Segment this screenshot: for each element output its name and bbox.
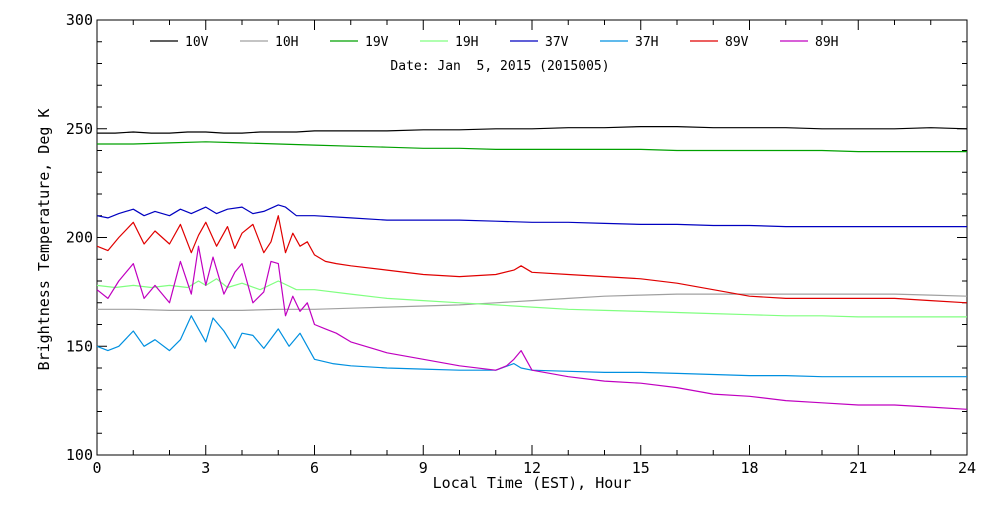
x-axis-title: Local Time (EST), Hour: [433, 474, 632, 492]
legend-label-19v: 19V: [365, 35, 389, 50]
y-tick-label: 100: [66, 446, 93, 464]
series-line-19v: [97, 141, 967, 153]
legend-label-10h: 10H: [275, 35, 298, 50]
x-tick-label: 21: [849, 459, 867, 477]
legend-label-37v: 37V: [545, 35, 569, 50]
x-tick-label: 0: [92, 459, 101, 477]
legend-label-89h: 89H: [815, 35, 838, 50]
x-tick-label: 18: [740, 459, 758, 477]
x-tick-label: 24: [958, 459, 976, 477]
y-tick-label: 200: [66, 229, 93, 247]
series-line-10v: [97, 125, 968, 134]
legend-label-37h: 37H: [635, 35, 658, 50]
series-line-10h: [97, 293, 968, 311]
series-line-37v: [96, 204, 967, 228]
legend-label-19h: 19H: [455, 35, 478, 50]
y-tick-label: 300: [66, 11, 93, 29]
series-line-37h: [96, 315, 967, 378]
legend: 10V 10H 19V 19H 37V 37H 89V 89H: [150, 35, 838, 50]
x-tick-label: 12: [523, 459, 541, 477]
x-tick-label: 15: [632, 459, 650, 477]
series-line-19h: [96, 278, 967, 318]
legend-label-89v: 89V: [725, 35, 749, 50]
y-tick-label: 250: [66, 120, 93, 138]
chart-date-label: Date: Jan 5, 2015 (2015005): [390, 59, 609, 74]
y-tick-label: 150: [66, 337, 93, 355]
x-tick-label: 6: [310, 459, 319, 477]
legend-label-10v: 10V: [185, 35, 209, 50]
x-tick-label: 3: [201, 459, 210, 477]
series-line-89h: [96, 245, 968, 410]
series-layer: [96, 125, 968, 410]
ticks-layer: 0 3 6 9 12 15 18 21 24 100 150 200 250 300: [66, 11, 976, 477]
y-axis-title: Brightness Temperature, Deg K: [35, 109, 53, 371]
x-tick-label: 9: [419, 459, 428, 477]
plot-frame: [96, 19, 968, 456]
series-line-89v: [96, 215, 968, 304]
